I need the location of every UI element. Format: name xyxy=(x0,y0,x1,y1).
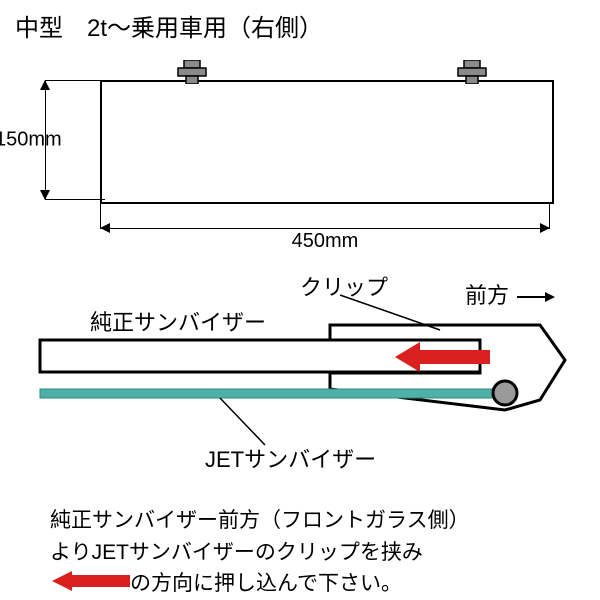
instruction-line3: の方向に押し込んで下さい。 xyxy=(50,568,470,600)
red-arrow-icon xyxy=(50,569,130,600)
side-view-figure: クリップ 前方 純正サンバイザー JETサンバイザー 純正サンバイザー前方（フロ… xyxy=(20,270,580,590)
mounting-clip-right xyxy=(452,60,492,82)
instruction-line2: よりJETサンバイザーのクリップを挟み xyxy=(50,537,470,569)
page-title: 中型 2t～乗用車用（右側） xyxy=(15,8,323,43)
instruction-text: 純正サンバイザー前方（フロントガラス側） よりJETサンバイザーのクリップを挟み… xyxy=(50,505,470,600)
front-elevation-figure: 150mm 450mm xyxy=(5,55,585,265)
width-label: 450mm xyxy=(288,230,363,253)
height-dimension: 150mm xyxy=(15,80,90,200)
height-label: 150mm xyxy=(0,129,62,152)
instruction-line1: 純正サンバイザー前方（フロントガラス側） xyxy=(50,505,470,537)
jet-visor-label: JETサンバイザー xyxy=(205,442,376,474)
visor-panel xyxy=(100,80,554,204)
width-dimension: 450mm xyxy=(100,210,550,250)
mounting-clip-left xyxy=(172,60,212,82)
